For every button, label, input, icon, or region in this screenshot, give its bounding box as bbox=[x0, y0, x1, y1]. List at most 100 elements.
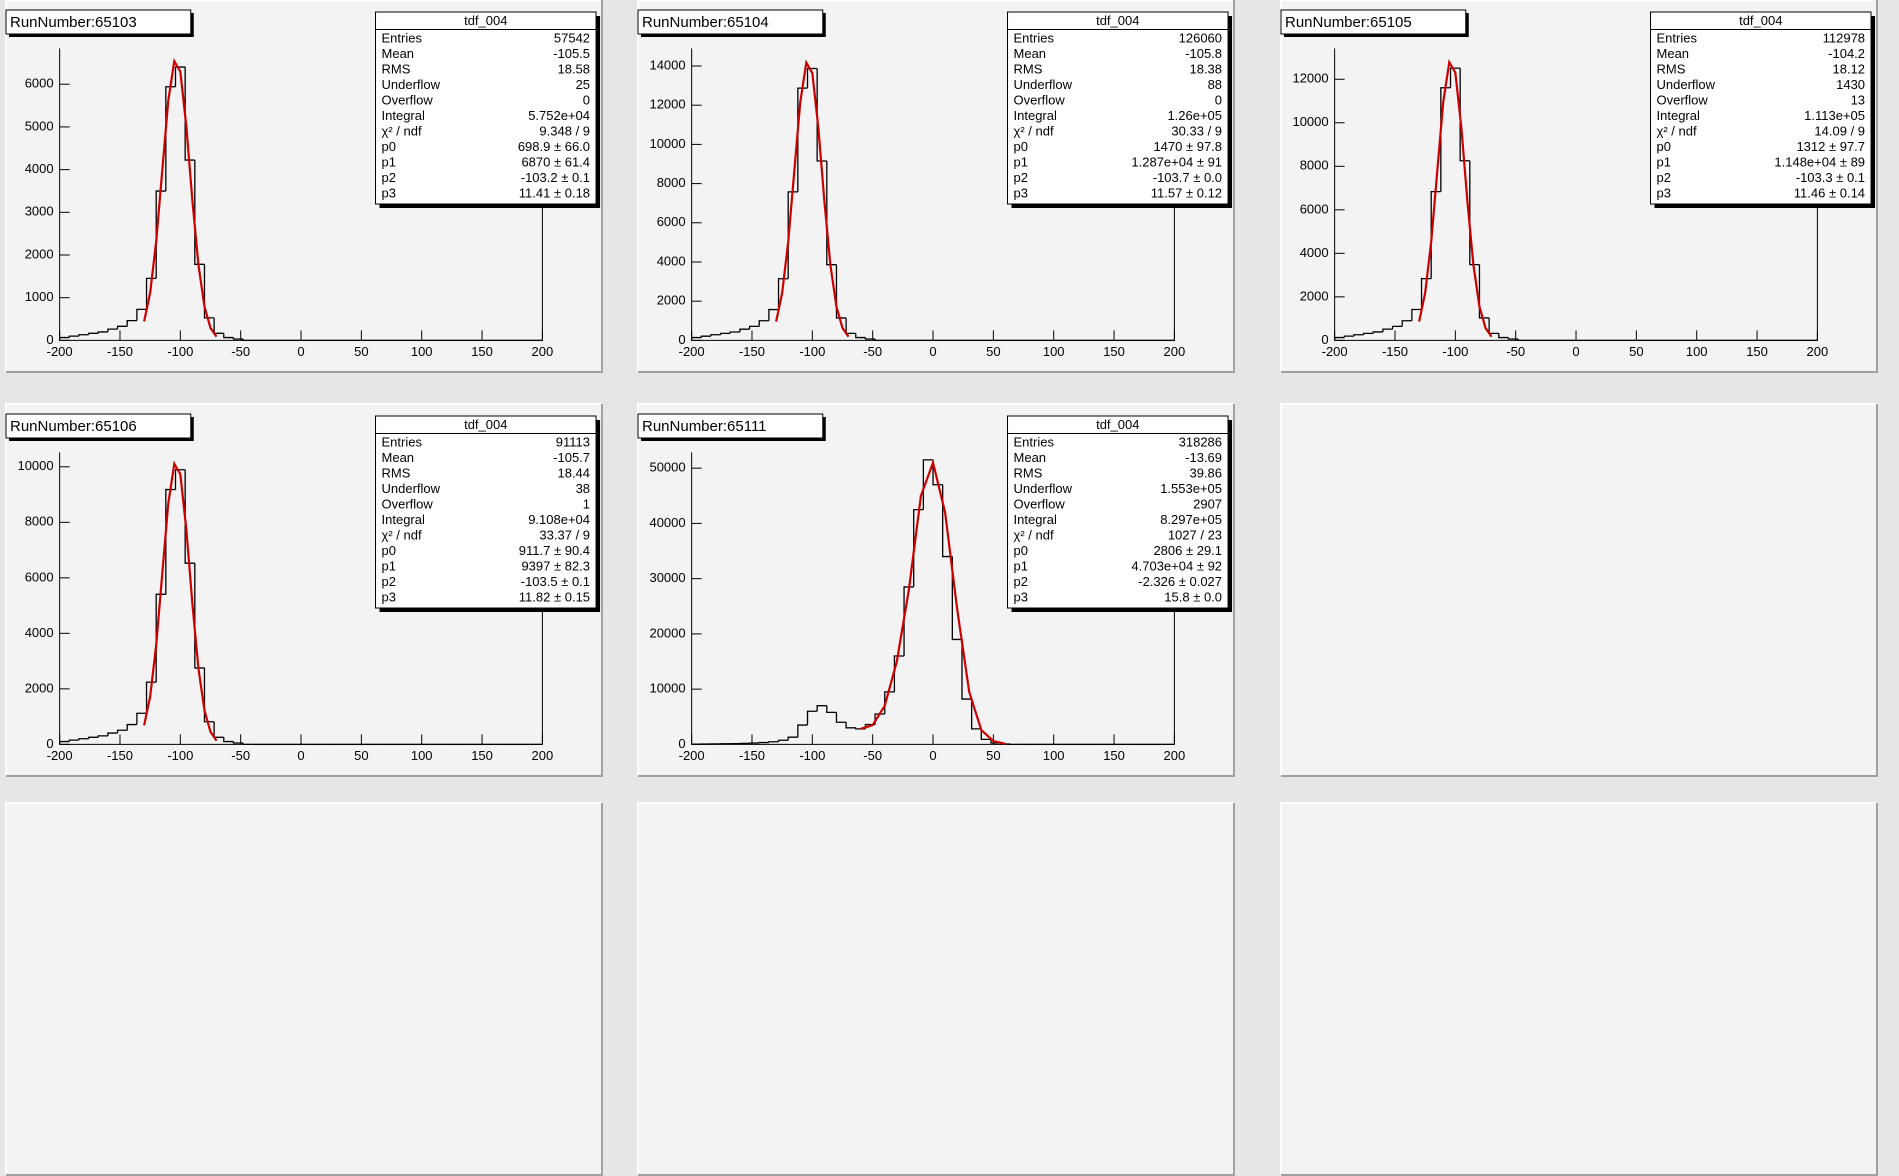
stats-value: 4.703e+04 ± 92 bbox=[1131, 559, 1222, 574]
stats-value: 30.33 / 9 bbox=[1171, 124, 1222, 139]
pad-bevel-dark bbox=[6, 0, 603, 373]
histogram-bin bbox=[845, 722, 856, 729]
y-tick-label: 0 bbox=[46, 736, 53, 751]
x-tick-label: -200 bbox=[679, 344, 705, 359]
x-tick-label: 100 bbox=[1043, 748, 1065, 763]
stats-value: 0 bbox=[1215, 93, 1222, 108]
stats-key: Integral bbox=[1014, 512, 1057, 527]
stats-key: RMS bbox=[382, 62, 411, 77]
stats-key: Integral bbox=[382, 512, 425, 527]
pad-bevel-dark bbox=[1281, 803, 1878, 1176]
histogram-bin bbox=[1498, 333, 1509, 339]
stats-value: 11.57 ± 0.12 bbox=[1151, 186, 1222, 201]
histogram-bin bbox=[777, 278, 789, 310]
histogram-bin bbox=[174, 469, 186, 490]
stats-value: 38 bbox=[576, 481, 590, 496]
histogram-bin bbox=[97, 735, 108, 738]
stats-value: 1.148e+04 ± 89 bbox=[1774, 155, 1865, 170]
y-tick-label: 2000 bbox=[657, 293, 686, 308]
histogram-bin bbox=[739, 328, 750, 332]
stats-value: -13.69 bbox=[1185, 450, 1222, 465]
histogram-bin bbox=[777, 739, 789, 742]
stats-value: 1.553e+05 bbox=[1160, 481, 1222, 496]
pad-bevel-light bbox=[1280, 802, 1877, 1175]
histogram-bin bbox=[893, 655, 905, 692]
stats-value: -103.5 ± 0.1 bbox=[521, 574, 590, 589]
pad-bevel-dark bbox=[6, 803, 603, 1176]
histogram-bin bbox=[1440, 87, 1451, 192]
x-tick-label: -100 bbox=[799, 748, 825, 763]
histogram-bin bbox=[126, 320, 137, 327]
y-tick-label: 1000 bbox=[25, 289, 54, 304]
histogram-bin bbox=[184, 469, 195, 564]
x-tick-label: -50 bbox=[231, 748, 250, 763]
stats-key: Overflow bbox=[1014, 497, 1066, 512]
stats-title: tdf_004 bbox=[1096, 13, 1139, 28]
stats-value: 9.108e+04 bbox=[528, 512, 590, 527]
x-tick-label: 50 bbox=[354, 748, 368, 763]
histogram-bin bbox=[719, 332, 731, 335]
y-tick-label: 30000 bbox=[649, 570, 685, 585]
stats-value: 698.9 ± 66.0 bbox=[518, 139, 590, 154]
stats-key: Entries bbox=[1014, 31, 1055, 46]
stats-value: -105.5 bbox=[553, 46, 590, 61]
histogram-bin bbox=[1372, 331, 1383, 334]
stats-key: p2 bbox=[382, 170, 396, 185]
stats-key: p3 bbox=[382, 590, 396, 605]
x-tick-label: -100 bbox=[167, 748, 193, 763]
x-tick-label: -150 bbox=[739, 344, 765, 359]
histogram-bin bbox=[107, 732, 118, 736]
histogram-bin bbox=[232, 741, 244, 744]
y-tick-label: 10000 bbox=[649, 681, 685, 696]
stats-key: p1 bbox=[1657, 155, 1671, 170]
x-tick-label: -200 bbox=[1322, 344, 1348, 359]
pad-bevel-light bbox=[1280, 403, 1877, 776]
stats-key: p1 bbox=[382, 559, 396, 574]
x-tick-label: 50 bbox=[986, 748, 1000, 763]
chart-title: RunNumber:65105 bbox=[1285, 14, 1412, 31]
stats-key: p0 bbox=[382, 543, 396, 558]
histogram-bin bbox=[165, 488, 176, 595]
stats-key: p2 bbox=[1014, 574, 1028, 589]
stats-box bbox=[1650, 11, 1872, 205]
stats-value: 14.09 / 9 bbox=[1814, 124, 1865, 139]
histogram-bin bbox=[835, 712, 847, 723]
y-tick-label: 2000 bbox=[25, 246, 54, 261]
stats-key: p1 bbox=[382, 155, 396, 170]
stats-value: 1.26e+05 bbox=[1167, 108, 1222, 123]
histogram-bin bbox=[903, 586, 914, 656]
y-tick-label: 6000 bbox=[25, 76, 54, 91]
x-tick-label: 100 bbox=[1043, 344, 1065, 359]
stats-value: 18.44 bbox=[557, 466, 590, 481]
stats-key: RMS bbox=[382, 466, 411, 481]
stats-key: RMS bbox=[1014, 62, 1043, 77]
y-tick-label: 0 bbox=[1321, 332, 1328, 347]
histogram-bin bbox=[58, 336, 70, 341]
title-box bbox=[5, 9, 192, 35]
stats-value: 2806 ± 29.1 bbox=[1153, 543, 1222, 558]
stats-key: Overflow bbox=[1014, 93, 1066, 108]
stats-key: χ² / ndf bbox=[382, 124, 422, 139]
histogram-bin bbox=[232, 337, 244, 340]
x-tick-label: -200 bbox=[47, 344, 73, 359]
stats-key: Mean bbox=[1014, 46, 1047, 61]
stats-title: tdf_004 bbox=[464, 417, 507, 432]
stats-key: p1 bbox=[1014, 559, 1028, 574]
stats-key: Underflow bbox=[382, 77, 441, 92]
stats-key: Underflow bbox=[1014, 77, 1073, 92]
histogram-bin bbox=[855, 333, 866, 339]
histogram-bin bbox=[806, 67, 818, 89]
pad-bevel-light bbox=[637, 0, 1234, 372]
histogram-bin bbox=[874, 338, 885, 342]
stats-title: tdf_004 bbox=[464, 13, 507, 28]
x-tick-label: 50 bbox=[986, 344, 1000, 359]
pad-bevel-dark bbox=[6, 404, 603, 777]
histogram-bin bbox=[922, 459, 934, 510]
x-tick-label: 0 bbox=[1572, 344, 1579, 359]
x-tick-label: 200 bbox=[532, 748, 554, 763]
histogram-bin bbox=[980, 728, 991, 741]
y-tick-label: 12000 bbox=[1292, 71, 1328, 86]
stats-key: Integral bbox=[1657, 108, 1700, 123]
stats-value: 18.58 bbox=[557, 62, 590, 77]
